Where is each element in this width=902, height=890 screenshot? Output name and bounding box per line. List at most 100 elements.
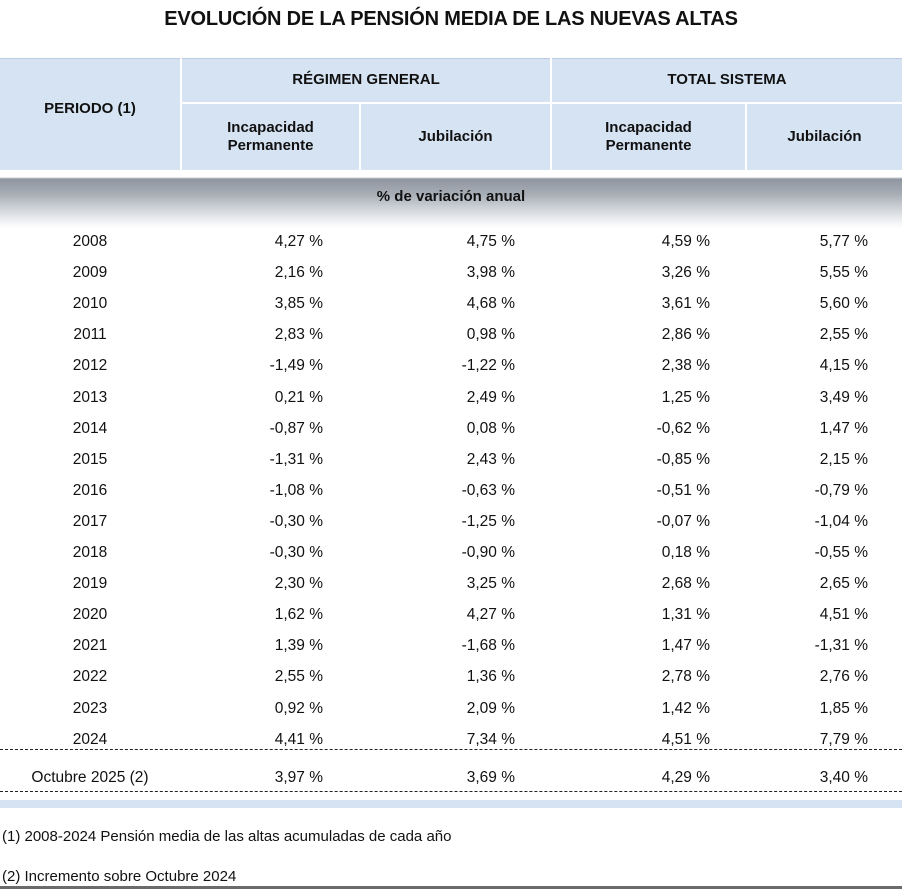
header-rg-incapacidad: Incapacidad Permanente (227, 119, 314, 154)
table-row: 2023 0,92 % 2,09 % 1,42 % 1,85 % (0, 693, 902, 724)
ts-jub-cell: 2,15 % (819, 450, 868, 468)
dashed-divider (0, 749, 902, 750)
ts-jub-cell: 3,40 % (819, 769, 868, 786)
ts-ip-cell: 1,25 % (661, 388, 710, 406)
rg-jub-cell: 7,34 % (466, 730, 515, 748)
rg-ip-cell: -1,08 % (269, 481, 323, 499)
table-row: 2024 4,41 % 7,34 % 4,51 % 7,79 % (0, 724, 902, 755)
table-row: 2015 -1,31 % 2,43 % -0,85 % 2,15 % (0, 444, 902, 475)
table-row: 2009 2,16 % 3,98 % 3,26 % 5,55 % (0, 257, 902, 288)
header-periodo: PERIODO (1) (44, 100, 136, 117)
rg-ip-cell: 1,39 % (274, 637, 323, 655)
rg-jub-cell: -1,22 % (461, 357, 515, 375)
rg-ip-cell: 3,85 % (274, 295, 323, 313)
period-cell: 2008 (72, 233, 108, 250)
ts-ip-cell: -0,62 % (656, 419, 710, 437)
ts-ip-cell: 2,68 % (661, 575, 710, 593)
section-label: % de variación anual (376, 188, 526, 205)
rg-jub-cell: 3,69 % (466, 769, 515, 786)
rg-ip-cell: -0,87 % (269, 419, 323, 437)
ts-ip-cell: 1,47 % (661, 637, 710, 655)
ts-jub-cell: 3,49 % (819, 388, 868, 406)
table-row-last: Octubre 2025 (2) 3,97 % 3,69 % 4,29 % 3,… (0, 762, 902, 793)
header-ts-incapacidad: Incapacidad Permanente (605, 119, 692, 154)
period-cell: 2022 (72, 668, 108, 686)
ts-jub-cell: -0,55 % (814, 544, 868, 561)
rg-jub-cell: 4,68 % (466, 295, 515, 313)
period-cell: 2009 (72, 264, 108, 282)
rg-jub-cell: 4,27 % (466, 606, 515, 624)
period-cell: 2023 (72, 699, 108, 717)
ts-ip-cell: -0,85 % (656, 450, 710, 468)
rg-ip-cell: -0,30 % (269, 512, 323, 530)
table-row: 2014 -0,87 % 0,08 % -0,62 % 1,47 % (0, 413, 902, 444)
footnote-2: (2) Incremento sobre Octubre 2024 (2, 868, 237, 885)
table-row: 2012 -1,49 % -1,22 % 2,38 % 4,15 % (0, 350, 902, 381)
ts-jub-cell: -1,31 % (814, 637, 868, 655)
header-divider (745, 103, 747, 170)
rg-jub-cell: -1,68 % (461, 637, 515, 655)
ts-ip-cell: 4,29 % (661, 769, 710, 786)
table-row: 2011 2,83 % 0,98 % 2,86 % 2,55 % (0, 319, 902, 350)
rg-ip-cell: 2,83 % (274, 326, 323, 344)
table-header (0, 58, 902, 170)
ts-jub-cell: 7,79 % (819, 730, 868, 748)
ts-ip-cell: 3,26 % (661, 264, 710, 282)
rg-jub-cell: -1,25 % (461, 512, 515, 530)
rg-ip-cell: -1,49 % (269, 357, 323, 375)
ts-ip-cell: -0,07 % (656, 512, 710, 530)
bottom-rule (0, 886, 902, 889)
ts-ip-cell: 1,42 % (661, 699, 710, 717)
period-cell: 2012 (72, 357, 108, 375)
header-divider (550, 58, 552, 170)
ts-jub-cell: 2,65 % (819, 575, 868, 593)
rg-jub-cell: 1,36 % (466, 668, 515, 686)
header-ts-jubilacion: Jubilación (787, 128, 862, 145)
ts-ip-cell: 2,38 % (661, 357, 710, 375)
section-band (0, 172, 902, 228)
table-row: 2013 0,21 % 2,49 % 1,25 % 3,49 % (0, 382, 902, 413)
rg-ip-cell: 2,30 % (274, 575, 323, 593)
rg-ip-cell: -0,30 % (269, 544, 323, 561)
rg-jub-cell: -0,63 % (461, 481, 515, 499)
period-cell: 2024 (72, 730, 108, 748)
rg-ip-cell: 3,97 % (274, 769, 323, 786)
ts-jub-cell: 5,60 % (819, 295, 868, 313)
header-divider (359, 103, 361, 170)
rg-jub-cell: 2,49 % (466, 388, 515, 406)
ts-ip-cell: -0,51 % (656, 481, 710, 499)
ts-jub-cell: 5,77 % (819, 233, 868, 250)
rg-jub-cell: -0,90 % (461, 544, 515, 561)
rg-ip-cell: 0,21 % (274, 388, 323, 406)
rg-jub-cell: 0,98 % (466, 326, 515, 344)
header-total-sistema: TOTAL SISTEMA (667, 71, 787, 88)
dashed-divider (0, 791, 902, 792)
ts-jub-cell: 2,55 % (819, 326, 868, 344)
rg-ip-cell: 4,27 % (274, 233, 323, 250)
ts-ip-cell: 0,18 % (661, 544, 710, 561)
header-divider (180, 102, 902, 104)
rg-ip-cell: 1,62 % (274, 606, 323, 624)
table-row: 2018 -0,30 % -0,90 % 0,18 % -0,55 % (0, 537, 902, 568)
rg-ip-cell: 2,55 % (274, 668, 323, 686)
rg-jub-cell: 2,09 % (466, 699, 515, 717)
period-cell: 2016 (72, 481, 108, 499)
period-cell: 2013 (72, 388, 108, 406)
period-cell: 2021 (72, 637, 108, 655)
ts-ip-cell: 2,78 % (661, 668, 710, 686)
header-rg-jubilacion: Jubilación (418, 128, 493, 145)
ts-jub-cell: -1,04 % (814, 512, 868, 530)
period-cell: 2011 (73, 326, 107, 344)
ts-jub-cell: 4,51 % (819, 606, 868, 624)
ts-jub-cell: 1,85 % (819, 699, 868, 717)
table-row: 2021 1,39 % -1,68 % 1,47 % -1,31 % (0, 630, 902, 661)
rg-jub-cell: 3,98 % (466, 264, 515, 282)
page-title: EVOLUCIÓN DE LA PENSIÓN MEDIA DE LAS NUE… (164, 8, 738, 30)
ts-jub-cell: 1,47 % (819, 419, 868, 437)
rg-jub-cell: 4,75 % (466, 233, 515, 250)
ts-ip-cell: 4,59 % (661, 233, 710, 250)
rg-ip-cell: -1,31 % (269, 450, 323, 468)
ts-ip-cell: 2,86 % (661, 326, 710, 344)
footnote-1: (1) 2008-2024 Pensión media de las altas… (2, 828, 452, 845)
header-divider (180, 58, 182, 170)
